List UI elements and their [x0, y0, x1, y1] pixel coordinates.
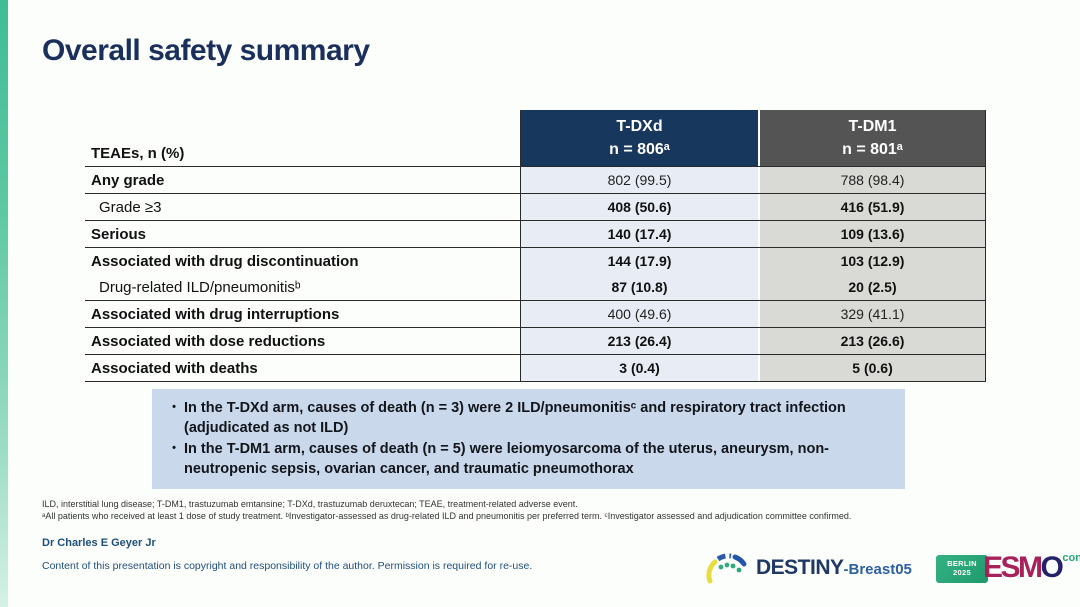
tdxd-value: 408 (50.6) [520, 194, 758, 220]
tdm1-arm-name: T-DM1 [848, 117, 897, 135]
esmo-letters: ESM [983, 551, 1043, 584]
column-header-tdxd: T-DXd n = 806ᵃ [520, 110, 758, 166]
esmo-badge-city: BERLIN [947, 559, 977, 569]
tdm1-value: 416 (51.9) [758, 194, 986, 220]
tdxd-value: 213 (26.4) [520, 328, 758, 354]
table-corner-header: TEAEs, n (%) [91, 145, 185, 162]
bullet-icon: • [172, 441, 176, 454]
table-row: Associated with drug interruptions 400 (… [85, 300, 986, 327]
esmo-berlin-badge: BERLIN 2025 [936, 555, 988, 583]
esmo-congress-label: congress [1062, 552, 1080, 564]
table-row: Drug-related ILD/pneumonitisᵇ 87 (10.8) … [85, 274, 986, 300]
safety-table: TEAEs, n (%) T-DXd n = 806ᵃ T-DM1 n = 80… [85, 110, 986, 382]
slide-title: Overall safety summary [42, 34, 370, 67]
tdxd-arm-name: T-DXd [616, 117, 663, 135]
tdxd-value: 400 (49.6) [520, 301, 758, 327]
footnotes: ILD, interstitial lung disease; T-DM1, t… [42, 498, 1052, 522]
tdxd-value: 140 (17.4) [520, 221, 758, 247]
deaths-callout-box: • In the T-DXd arm, causes of death (n =… [152, 389, 905, 490]
column-header-tdm1: T-DM1 n = 801ᵃ [758, 110, 986, 166]
callout-bullet-text: In the T-DXd arm, causes of death (n = 3… [184, 400, 846, 437]
esmo-letter-o: O [1040, 551, 1064, 584]
left-accent-bar [0, 0, 8, 607]
tdm1-value: 5 (0.6) [758, 355, 986, 381]
tdxd-value: 87 (10.8) [520, 274, 758, 300]
table-row: Serious 140 (17.4) 109 (13.6) [85, 220, 986, 247]
footnote-abbreviations: ILD, interstitial lung disease; T-DM1, t… [42, 499, 578, 509]
tdm1-value: 20 (2.5) [758, 274, 986, 300]
row-label: Associated with drug interruptions [91, 305, 340, 323]
tdm1-arm-n: n = 801ᵃ [842, 141, 903, 158]
row-label: Serious [91, 225, 147, 243]
tdm1-value: 788 (98.4) [758, 167, 986, 193]
table-row: Associated with dose reductions 213 (26.… [85, 327, 986, 354]
row-label: Associated with drug discontinuation [91, 252, 359, 270]
callout-bullet-text: In the T-DM1 arm, causes of death (n = 5… [184, 440, 830, 477]
table-row: Any grade 802 (99.5) 788 (98.4) [85, 166, 986, 193]
list-item: • In the T-DM1 arm, causes of death (n =… [164, 439, 893, 480]
esmo-congress-logo: BERLIN 2025 ESMO congress [936, 550, 1080, 586]
tdm1-value: 109 (13.6) [758, 221, 986, 247]
destiny-arc-icon [706, 553, 747, 584]
row-label: Drug-related ILD/pneumonitisᵇ [99, 278, 301, 296]
table-row: Associated with deaths 3 (0.4) 5 (0.6) [85, 354, 986, 381]
bullet-icon: • [172, 401, 176, 413]
footnote-superscripts: ᵃAll patients who received at least 1 do… [42, 511, 852, 521]
tdxd-value: 3 (0.4) [520, 355, 758, 381]
tdxd-value: 802 (99.5) [520, 167, 758, 193]
esmo-badge-year: 2025 [953, 568, 971, 577]
row-label: Any grade [91, 171, 165, 189]
destiny-trial-suffix: -Breast05 [843, 561, 912, 578]
presenter-name: Dr Charles E Geyer Jr [42, 537, 156, 549]
tdm1-value: 329 (41.1) [758, 301, 986, 327]
destiny-logo-text: DESTINY-Breast05 [756, 556, 912, 580]
copyright-notice: Content of this presentation is copyrigh… [42, 560, 533, 572]
tdxd-arm-n: n = 806ᵃ [609, 141, 670, 158]
table-row: Associated with drug discontinuation 144… [85, 247, 986, 274]
row-label: Associated with deaths [91, 359, 258, 377]
table-header-row: TEAEs, n (%) T-DXd n = 806ᵃ T-DM1 n = 80… [85, 110, 986, 166]
esmo-wordmark: ESMO [983, 550, 1064, 586]
row-label: Associated with dose reductions [91, 332, 326, 350]
tdm1-value: 103 (12.9) [758, 248, 986, 274]
table-row: Grade ≥3 408 (50.6) 416 (51.9) [85, 193, 986, 220]
destiny-trial-name: DESTINY [756, 556, 844, 579]
destiny-breast05-logo: DESTINY-Breast05 [703, 551, 912, 585]
row-label: Grade ≥3 [99, 198, 162, 216]
list-item: • In the T-DXd arm, causes of death (n =… [164, 398, 893, 439]
tdxd-value: 144 (17.9) [520, 248, 758, 274]
tdm1-value: 213 (26.6) [758, 328, 986, 354]
